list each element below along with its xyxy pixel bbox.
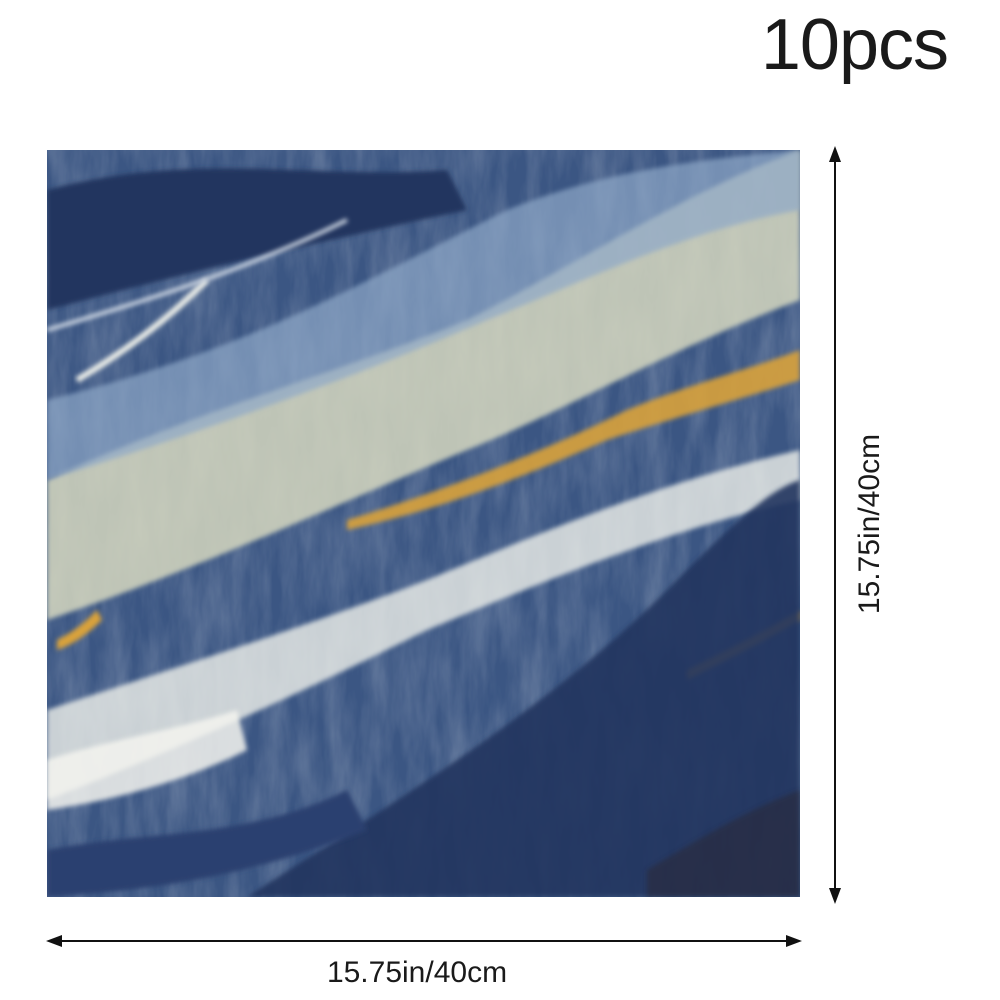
height-label: 15.75in/40cm <box>853 433 886 615</box>
arrow-right-icon <box>786 935 802 947</box>
arrow-down-icon <box>829 888 841 904</box>
arrow-left-icon <box>46 935 62 947</box>
height-dimension-line <box>834 150 836 898</box>
width-dimension-line <box>50 940 798 942</box>
arrow-up-icon <box>829 146 841 162</box>
width-label: 15.75in/40cm <box>326 956 508 989</box>
marble-tile-image <box>47 150 800 897</box>
quantity-label: 10pcs <box>760 5 949 85</box>
